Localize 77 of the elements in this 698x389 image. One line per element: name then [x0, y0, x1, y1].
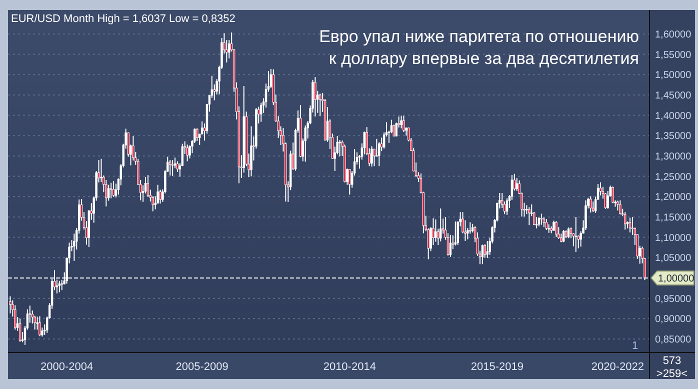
candlestick — [555, 220, 558, 238]
text: 573 — [662, 355, 682, 367]
candlestick — [154, 196, 156, 210]
x-tick-label: 2010-2014 — [323, 361, 376, 373]
candlestick — [506, 198, 508, 216]
candlestick — [628, 217, 632, 233]
y-tick-label: 1,55000 — [655, 50, 692, 61]
candlestick — [304, 124, 306, 162]
candlestick — [540, 213, 543, 226]
candlestick — [584, 200, 587, 230]
candlestick — [378, 142, 380, 167]
y-tick-label: 1,20000 — [655, 192, 692, 204]
y-tick-label: 0,90000 — [655, 314, 692, 326]
y-tick-label: 1,50000 — [655, 70, 692, 82]
candlestick — [370, 146, 373, 168]
candlestick — [486, 240, 488, 259]
candlestick — [449, 234, 452, 258]
candlestick — [112, 180, 115, 198]
y-tick-label: 1,60000 — [655, 29, 692, 40]
candlestick — [171, 160, 174, 176]
candlestick — [616, 200, 619, 211]
candlestick — [434, 218, 437, 242]
candlestick — [58, 280, 61, 293]
x-tick-label: 2000-2004 — [40, 361, 94, 373]
candlestick — [402, 115, 405, 132]
x-tick-label: 2015-2019 — [470, 361, 524, 373]
candlestick — [535, 216, 538, 229]
candlestick — [105, 179, 108, 207]
y-tick-label: 1,15000 — [655, 212, 692, 224]
candlestick — [14, 304, 16, 330]
candlestick — [18, 318, 22, 342]
candlestick — [186, 144, 188, 162]
candlestick — [528, 206, 530, 226]
y-tick-label: 1,40000 — [655, 110, 692, 122]
candlestick — [590, 196, 592, 213]
y-tick-label: 1,05000 — [655, 253, 692, 264]
candlestick — [110, 182, 112, 199]
text: Евро упал ниже паритета по отношению к доллару впервые за два десятилетия — [319, 27, 640, 68]
candlestick — [580, 230, 582, 248]
y-tick-label: 1,25000 — [655, 172, 692, 183]
candlestick — [159, 189, 162, 204]
candlestick — [454, 220, 457, 246]
ref-line-label: 1,00000 — [658, 273, 695, 284]
candlestick — [574, 216, 578, 252]
y-tick-label: 0,95000 — [655, 294, 692, 305]
candlestick — [612, 186, 614, 204]
candlestick — [338, 140, 341, 157]
x-tick-label: 2005-2009 — [176, 361, 228, 373]
candlestick — [250, 126, 252, 177]
candlestick — [314, 76, 316, 118]
annotation: 1 — [632, 340, 638, 352]
chart-subtitle: EUR/USD Month High = 1,6037 Low = 0,8352 — [11, 13, 236, 25]
candlestick — [176, 160, 179, 172]
candlestick — [9, 296, 12, 314]
y-tick-label: 1,30000 — [655, 151, 692, 162]
candlestick — [319, 93, 322, 117]
text: >259< — [656, 368, 688, 380]
candlestick — [545, 218, 548, 230]
x-tick-label: 2020-2022 — [591, 361, 644, 373]
candlestick — [38, 316, 41, 337]
candlestick — [168, 160, 172, 176]
y-tick-label: 1,35000 — [655, 131, 692, 142]
candlestick — [516, 177, 518, 192]
candlestick — [542, 216, 546, 228]
y-tick-label: 1,45000 — [655, 90, 692, 102]
candlestick — [400, 115, 402, 129]
candlestick — [619, 200, 622, 216]
candlestick — [260, 102, 262, 122]
y-tick-label: 0,85000 — [655, 334, 692, 346]
candlestick — [624, 212, 626, 230]
candlestick — [481, 244, 484, 265]
candlestick — [440, 208, 442, 242]
y-tick-label: 1,10000 — [655, 232, 692, 244]
candlestick — [562, 229, 565, 243]
candlestick — [348, 168, 351, 196]
candlestick — [196, 128, 198, 142]
candlestick — [392, 124, 396, 137]
